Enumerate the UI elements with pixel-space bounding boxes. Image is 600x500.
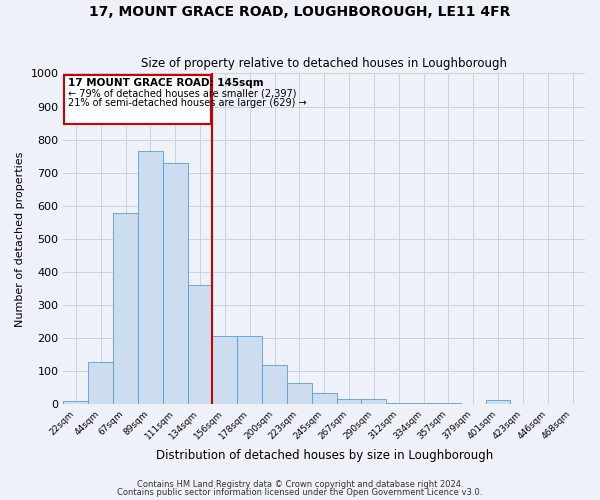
Bar (113, 213, 138, 404)
Bar (386, 402, 411, 404)
Bar (237, 336, 262, 404)
Bar (188, 285, 212, 404)
Bar (485, 400, 511, 404)
Bar (287, 384, 312, 404)
Text: ← 79% of detached houses are smaller (2,397): ← 79% of detached houses are smaller (2,… (68, 88, 296, 99)
Text: 17 MOUNT GRACE ROAD: 145sqm: 17 MOUNT GRACE ROAD: 145sqm (68, 78, 263, 88)
Text: 17, MOUNT GRACE ROAD, LOUGHBOROUGH, LE11 4FR: 17, MOUNT GRACE ROAD, LOUGHBOROUGH, LE11… (89, 5, 511, 19)
Text: Contains HM Land Registry data © Crown copyright and database right 2024.: Contains HM Land Registry data © Crown c… (137, 480, 463, 489)
Bar (312, 392, 337, 404)
Text: 21% of semi-detached houses are larger (629) →: 21% of semi-detached houses are larger (… (68, 98, 306, 108)
Bar (262, 364, 287, 404)
Bar (163, 163, 188, 404)
Bar (212, 336, 237, 404)
Text: Contains public sector information licensed under the Open Government Licence v3: Contains public sector information licen… (118, 488, 482, 497)
Y-axis label: Number of detached properties: Number of detached properties (15, 151, 25, 326)
FancyBboxPatch shape (64, 75, 211, 124)
Bar (361, 400, 386, 404)
Bar (64, 401, 88, 404)
Bar (411, 402, 436, 404)
X-axis label: Distribution of detached houses by size in Loughborough: Distribution of detached houses by size … (155, 450, 493, 462)
Bar (88, 362, 113, 404)
Bar (138, 151, 163, 404)
Bar (436, 402, 461, 404)
Bar (337, 400, 361, 404)
Title: Size of property relative to detached houses in Loughborough: Size of property relative to detached ho… (141, 56, 507, 70)
